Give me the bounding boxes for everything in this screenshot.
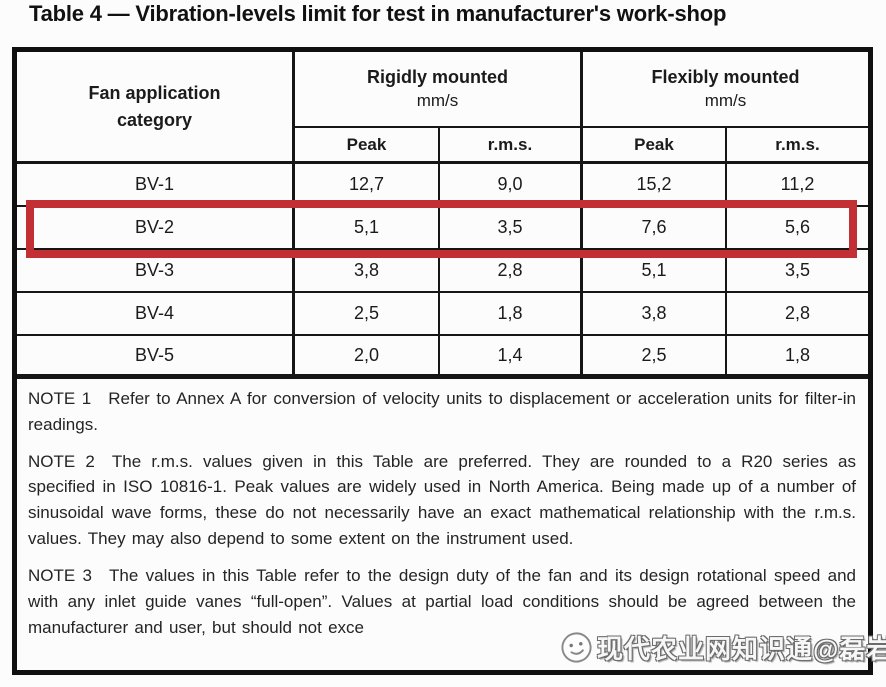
header-fan-application-category: Fan application category (17, 52, 295, 164)
note-3: NOTE 3 The values in this Table refer to … (28, 563, 856, 640)
row-bv2-rigid-peak: 5,1 (295, 207, 440, 250)
subheader-rigid-peak: Peak (295, 128, 440, 164)
row-bv4-flex-rms: 2,8 (727, 293, 868, 336)
row-bv1-category: BV-1 (17, 164, 295, 207)
row-bv3-flex-rms: 3,5 (727, 250, 868, 293)
group-unit: mm/s (704, 90, 747, 110)
row-bv1-flex-peak: 15,2 (583, 164, 727, 207)
row-bv4-rigid-peak: 2,5 (295, 293, 440, 336)
row-bv5-rigid-peak: 2,0 (295, 336, 440, 379)
header-group-rigidly-mounted: Rigidly mounted mm/s (295, 52, 583, 128)
group-unit: mm/s (416, 90, 459, 110)
row-bv3-category: BV-3 (17, 250, 295, 293)
note-2: NOTE 2 The r.m.s. values given in this Ta… (28, 449, 856, 552)
note-1: NOTE 1 Refer to Annex A for conversion of… (28, 386, 856, 438)
header-group-flexibly-mounted: Flexibly mounted mm/s (583, 52, 868, 128)
row-bv1-flex-rms: 11,2 (727, 164, 868, 207)
table-title: Table 4 — Vibration-levels limit for tes… (29, 1, 727, 26)
subheader-flex-peak: Peak (583, 128, 727, 164)
group-label: Rigidly mounted (367, 67, 508, 88)
note-3-label: NOTE 3 (28, 565, 93, 585)
smiley-face-icon (561, 632, 592, 663)
row-bv2-category: BV-2 (17, 207, 295, 250)
row-bv1-rigid-rms: 9,0 (440, 164, 583, 207)
notes-section: NOTE 1 Refer to Annex A for conversion of… (17, 379, 868, 670)
row-bv4-rigid-rms: 1,8 (440, 293, 583, 336)
row-bv5-rigid-rms: 1,4 (440, 336, 583, 379)
row-bv4-flex-peak: 3,8 (583, 293, 727, 336)
note-2-label: NOTE 2 (28, 451, 95, 471)
row-bv5-flex-peak: 2,5 (583, 336, 727, 379)
row-bv3-flex-peak: 5,1 (583, 250, 727, 293)
note-1-label: NOTE 1 (28, 389, 92, 408)
row-bv3-rigid-rms: 2,8 (440, 250, 583, 293)
watermark: 现代农业网知识通@磊岩 (560, 629, 886, 666)
row-bv2-flex-rms: 5,6 (727, 207, 868, 250)
row-bv2-flex-peak: 7,6 (583, 207, 727, 250)
row-bv4-category: BV-4 (17, 293, 295, 336)
row-bv3-rigid-peak: 3,8 (295, 250, 440, 293)
group-label: Flexibly mounted (651, 67, 800, 88)
note-2-text: The r.m.s. values given in this Table ar… (28, 451, 857, 549)
header-fan-application-line2: category (116, 109, 193, 130)
row-bv5-flex-rms: 1,8 (727, 336, 868, 379)
row-bv2-rigid-rms: 3,5 (440, 207, 583, 250)
watermark-text: 现代农业网知识通@磊岩 (597, 634, 886, 664)
note-1-text: Refer to Annex A for conversion of veloc… (28, 389, 856, 434)
note-3-text: The values in this Table refer to the de… (28, 565, 856, 637)
row-bv1-rigid-peak: 12,7 (295, 164, 440, 207)
vibration-limits-table: Fan application category Rigidly mounted… (12, 47, 873, 675)
row-bv5-category: BV-5 (17, 336, 295, 379)
subheader-flex-rms: r.m.s. (727, 128, 868, 164)
header-fan-application-line1: Fan application (88, 83, 221, 104)
subheader-rigid-rms: r.m.s. (440, 128, 583, 164)
